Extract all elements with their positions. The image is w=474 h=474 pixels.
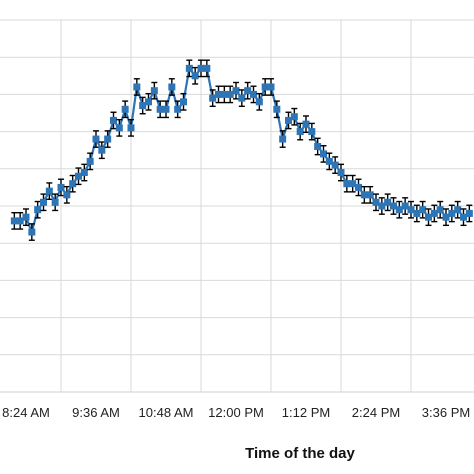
data-point bbox=[203, 64, 211, 72]
data-point bbox=[343, 180, 351, 188]
data-point bbox=[407, 206, 415, 214]
data-point bbox=[366, 191, 374, 199]
data-point bbox=[413, 209, 421, 217]
data-point bbox=[442, 213, 450, 221]
x-tick-label: 1:12 PM bbox=[282, 405, 330, 420]
data-point bbox=[220, 90, 228, 98]
data-point bbox=[360, 191, 368, 199]
series-line-group bbox=[10, 59, 473, 241]
data-point bbox=[425, 213, 432, 221]
data-point bbox=[250, 90, 257, 98]
data-point bbox=[267, 83, 275, 91]
data-point bbox=[162, 105, 170, 113]
data-point bbox=[296, 128, 304, 136]
data-point bbox=[320, 150, 327, 158]
data-point bbox=[197, 64, 205, 72]
data-point bbox=[10, 217, 18, 225]
data-point bbox=[448, 209, 456, 217]
data-point bbox=[401, 202, 409, 210]
data-point bbox=[465, 209, 473, 217]
data-point bbox=[232, 87, 240, 95]
data-point bbox=[191, 72, 199, 80]
data-point bbox=[110, 116, 117, 124]
x-tick-label: 2:24 PM bbox=[352, 405, 400, 420]
data-point bbox=[180, 98, 187, 106]
data-point bbox=[115, 124, 123, 132]
x-axis-title: Time of the day bbox=[245, 445, 355, 462]
x-tick-label: 8:24 AM bbox=[2, 405, 50, 420]
data-point bbox=[63, 191, 71, 199]
data-point bbox=[75, 172, 82, 180]
data-point bbox=[308, 128, 316, 136]
x-tick-label: 10:48 AM bbox=[139, 405, 194, 420]
x-tick-label: 9:36 AM bbox=[72, 405, 120, 420]
data-point bbox=[372, 198, 380, 206]
x-tick-label: 3:36 PM bbox=[422, 405, 470, 420]
data-point bbox=[139, 102, 147, 110]
data-point bbox=[168, 83, 176, 91]
data-point bbox=[460, 213, 467, 221]
data-point bbox=[69, 180, 77, 188]
data-point bbox=[22, 213, 30, 221]
data-point bbox=[45, 187, 53, 195]
data-point bbox=[57, 183, 65, 191]
data-point bbox=[325, 157, 333, 165]
data-point bbox=[279, 135, 287, 143]
data-point bbox=[150, 87, 158, 95]
data-point bbox=[355, 183, 362, 191]
data-point bbox=[51, 198, 59, 206]
data-point bbox=[215, 90, 222, 98]
data-point bbox=[314, 142, 322, 150]
data-point bbox=[40, 198, 47, 206]
x-tick-label: 12:00 PM bbox=[208, 405, 264, 420]
data-point bbox=[378, 202, 386, 210]
data-point bbox=[436, 206, 444, 214]
data-point bbox=[244, 87, 252, 95]
data-point bbox=[390, 202, 397, 210]
data-point bbox=[145, 98, 152, 106]
data-point bbox=[384, 198, 392, 206]
data-point bbox=[419, 206, 427, 214]
data-point bbox=[395, 206, 403, 214]
data-point bbox=[174, 105, 182, 113]
data-point bbox=[226, 90, 234, 98]
data-point bbox=[28, 228, 36, 236]
x-tick-labels: 8:24 AM 9:36 AM 10:48 AM 12:00 PM 1:12 PM 2:2… bbox=[2, 405, 470, 420]
data-point bbox=[92, 135, 100, 143]
data-point bbox=[349, 180, 357, 188]
data-point bbox=[86, 157, 94, 165]
data-point bbox=[255, 98, 263, 106]
data-point bbox=[104, 135, 112, 143]
data-point bbox=[331, 161, 339, 169]
data-point bbox=[98, 146, 106, 154]
data-point bbox=[430, 209, 438, 217]
data-point bbox=[16, 217, 24, 225]
data-point bbox=[238, 94, 246, 102]
data-point bbox=[185, 64, 193, 72]
data-point bbox=[454, 206, 462, 214]
data-point bbox=[273, 105, 281, 113]
data-point bbox=[337, 169, 345, 177]
data-point bbox=[156, 105, 164, 113]
data-point bbox=[209, 94, 217, 102]
data-point bbox=[121, 105, 129, 113]
data-point bbox=[290, 113, 298, 121]
data-point bbox=[302, 120, 310, 128]
data-point bbox=[34, 206, 42, 214]
data-point bbox=[127, 124, 135, 132]
data-point bbox=[285, 116, 292, 124]
data-point bbox=[261, 83, 269, 91]
data-point bbox=[133, 83, 141, 91]
data-point bbox=[80, 169, 88, 177]
